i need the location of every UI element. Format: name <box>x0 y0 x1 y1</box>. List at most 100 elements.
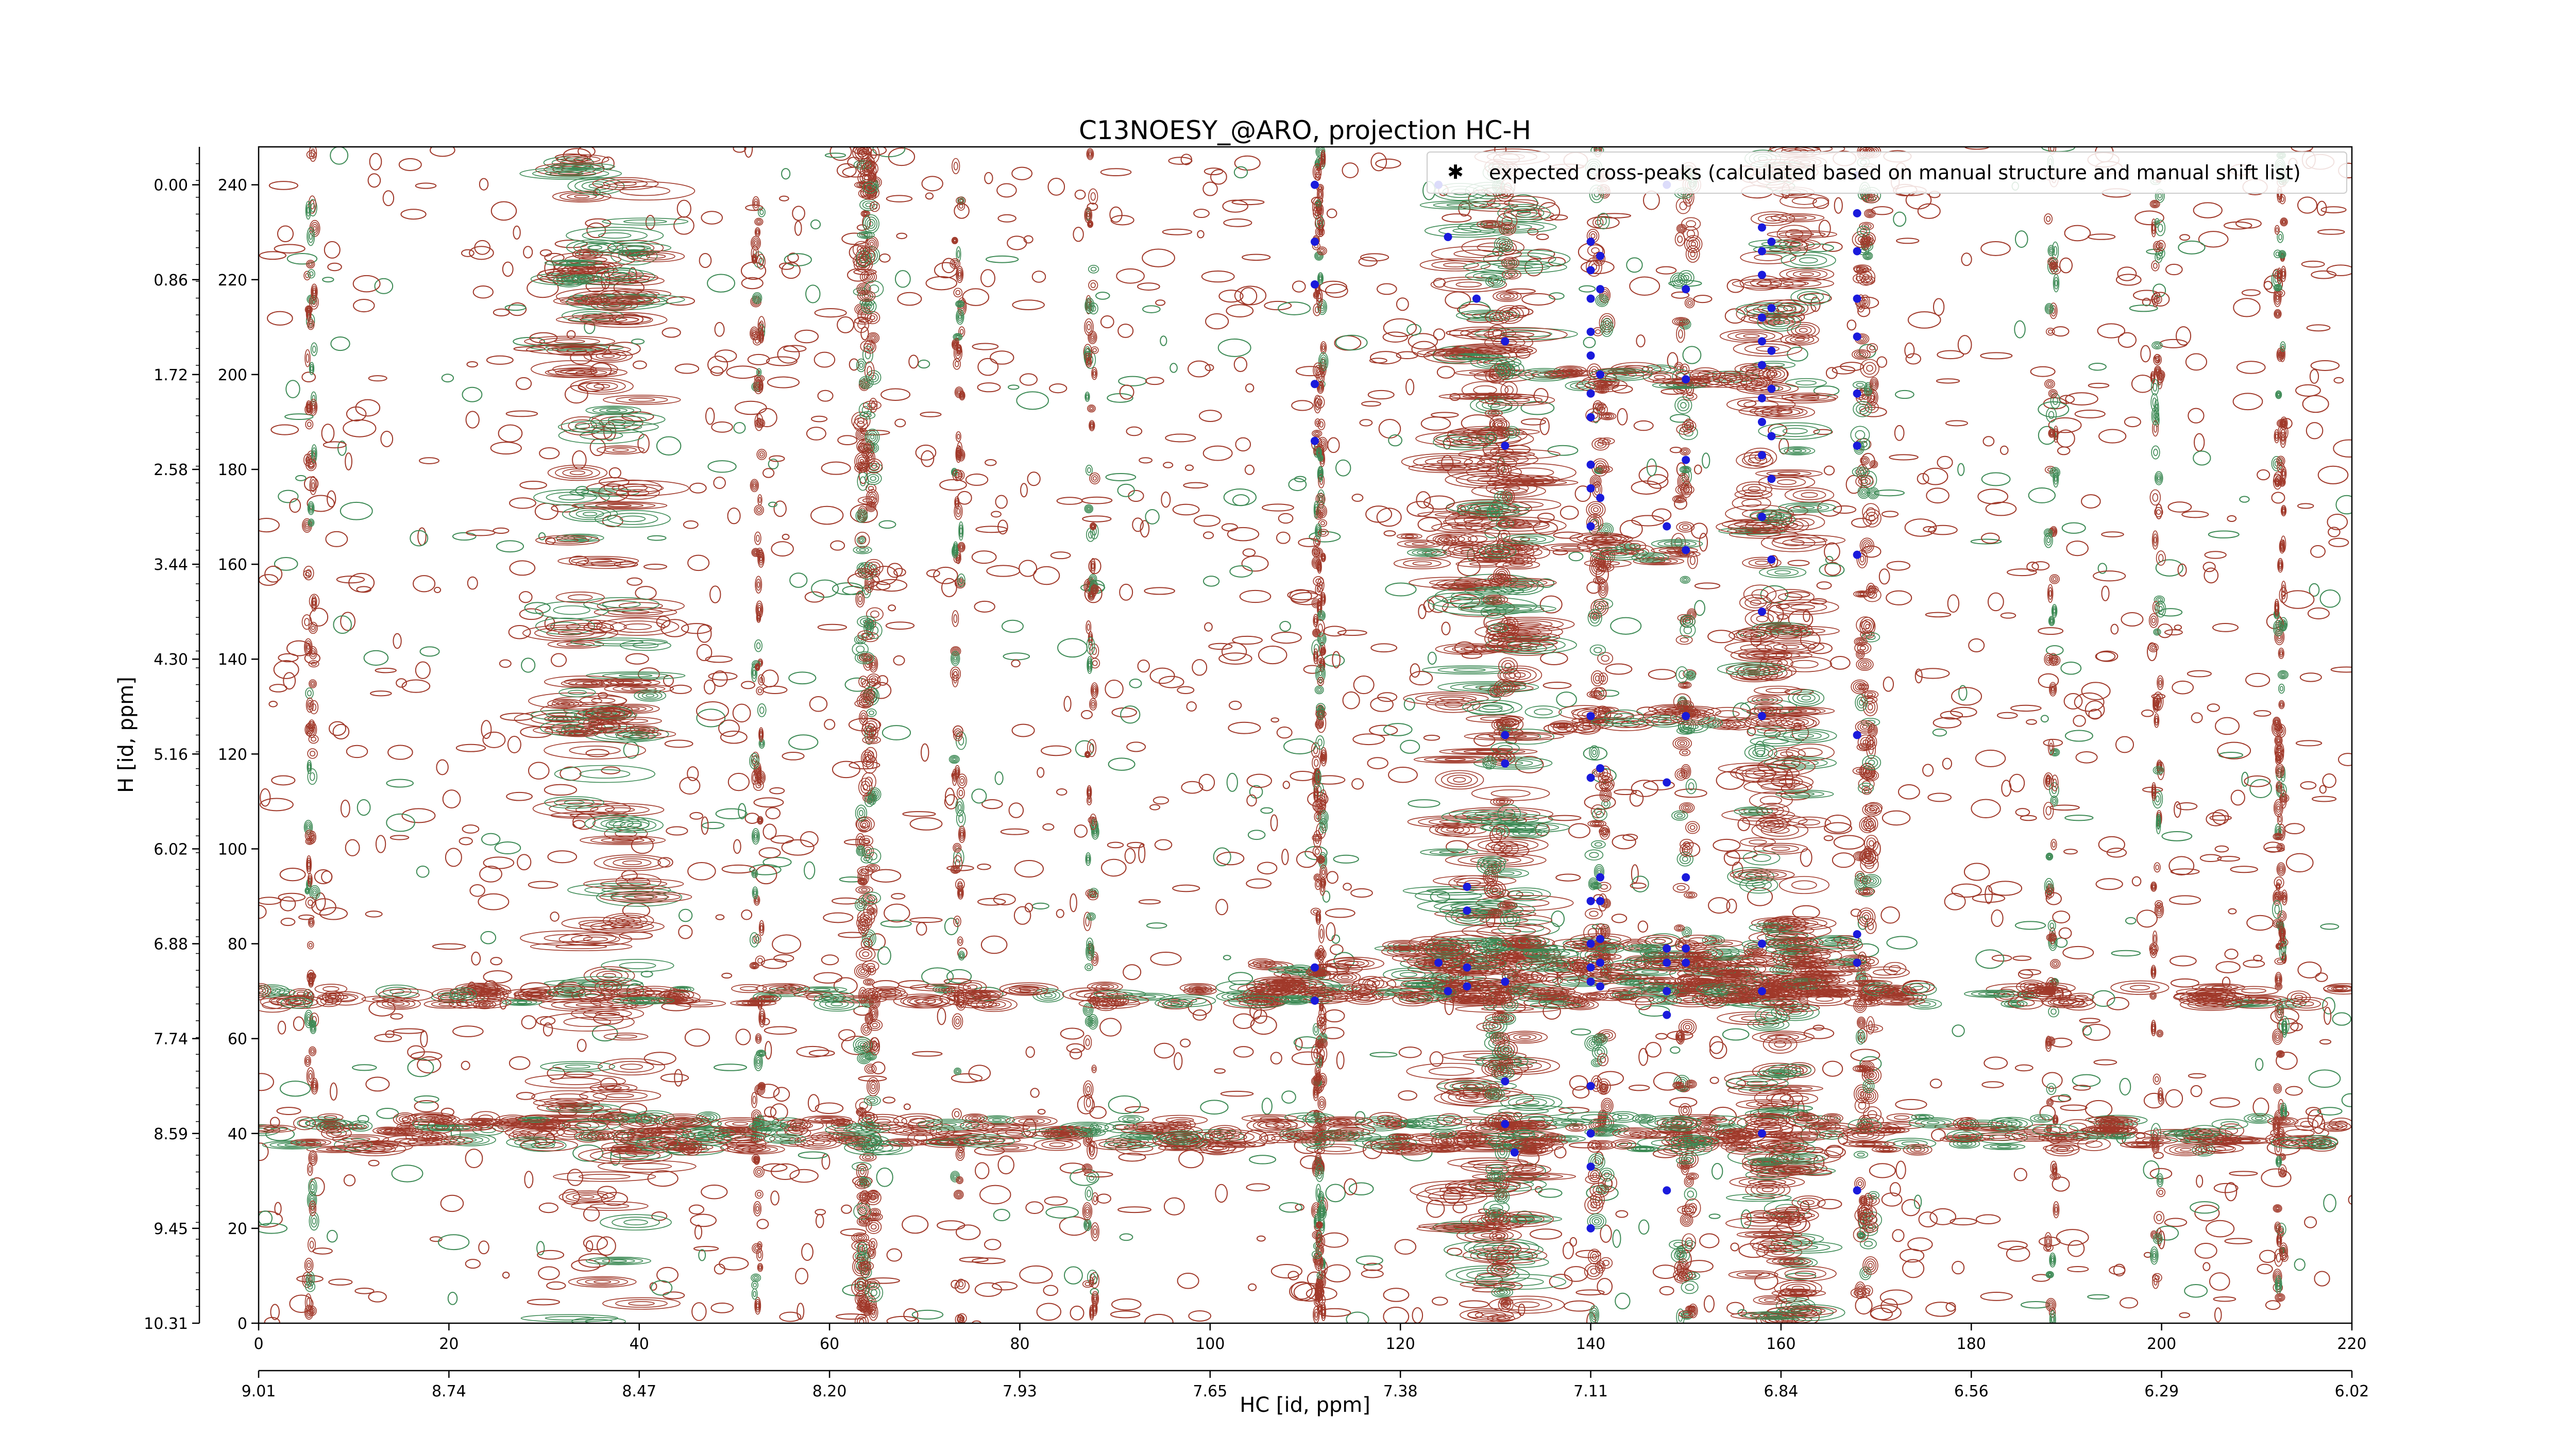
noise-contour <box>2224 949 2239 960</box>
noise-contour <box>779 1311 802 1322</box>
noise-contour <box>1638 465 1669 485</box>
noise-contour <box>974 600 995 613</box>
noise-contour <box>1655 1033 1668 1040</box>
noise-contour <box>788 734 819 750</box>
noise-contour <box>1110 1310 1141 1319</box>
noise-contour <box>1177 1273 1199 1289</box>
noise-contour <box>465 1259 481 1269</box>
noise-contour <box>1138 899 1161 905</box>
noise-contour <box>815 1102 844 1115</box>
noise-contour <box>1088 558 1101 575</box>
noise-contour <box>1655 266 1677 275</box>
noise-contour <box>1914 668 1923 684</box>
noise-contour <box>720 730 748 744</box>
noise-contour <box>467 576 478 590</box>
noise-contour <box>696 644 713 662</box>
noise-contour <box>1256 1235 1266 1242</box>
noise-contour <box>632 360 647 369</box>
noise-contour <box>1011 660 1021 668</box>
noise-contour <box>279 1081 311 1097</box>
noise-contour <box>1925 1302 1956 1317</box>
noise-contour <box>2322 773 2336 788</box>
noise-contour <box>2074 692 2105 712</box>
noise-contour <box>1716 771 1745 790</box>
noise-contour <box>1555 873 1581 882</box>
noise-contour <box>1186 701 1197 712</box>
noise-contour <box>2198 231 2229 248</box>
noise-contour <box>705 407 715 425</box>
noise-contour <box>1570 1028 1591 1036</box>
noise-contour <box>278 490 299 503</box>
noise-contour <box>1693 464 1702 475</box>
noise-contour <box>824 719 836 730</box>
noise-contour <box>270 424 299 435</box>
noise-contour <box>689 482 707 494</box>
noise-contour <box>1249 1155 1277 1165</box>
noise-contour <box>1778 437 1789 454</box>
noise-contour <box>436 759 449 775</box>
noise-contour <box>1011 166 1033 180</box>
noise-contour <box>977 864 991 870</box>
noise-contour <box>527 1298 561 1306</box>
noise-contour <box>2255 1058 2264 1071</box>
noise-contour <box>849 358 859 371</box>
noise-contour <box>1711 1163 1723 1180</box>
noise-contour <box>393 633 402 649</box>
noise-contour <box>2263 281 2273 290</box>
noise-contour <box>1247 830 1266 840</box>
noise-contour <box>2001 780 2012 797</box>
noise-contour <box>278 892 306 902</box>
noise-contour <box>1932 728 1947 737</box>
noise-contour <box>289 1294 314 1313</box>
noise-contour <box>1360 253 1389 262</box>
noise-contour <box>465 1149 483 1169</box>
noise-contour <box>1823 835 1834 841</box>
noise-contour <box>732 703 751 722</box>
noise-contour <box>1991 909 2004 927</box>
noise-contour <box>277 225 294 243</box>
noise-contour <box>1880 906 1900 924</box>
noise-contour <box>1568 823 1591 838</box>
noise-contour <box>707 460 737 473</box>
noise-contour <box>1376 283 1397 295</box>
noise-contour <box>837 435 858 445</box>
noise-contour <box>666 826 688 836</box>
noise-contour <box>741 909 753 920</box>
noise-contour <box>962 288 990 306</box>
noise-contour <box>2314 1271 2330 1287</box>
noise-contour <box>1342 162 1359 178</box>
noise-contour <box>1893 211 1907 227</box>
noise-contour <box>850 504 878 524</box>
noise-contour <box>744 147 753 158</box>
noise-contour <box>1044 1196 1068 1206</box>
noise-contour <box>442 789 461 808</box>
noise-contour <box>546 1281 566 1290</box>
noise-contour <box>721 972 733 979</box>
noise-contour <box>1270 814 1278 832</box>
noise-contour <box>689 812 703 820</box>
noise-contour <box>401 679 431 693</box>
noise-contour <box>767 376 800 389</box>
noise-contour <box>1408 333 1438 350</box>
noise-contour <box>1784 688 1814 695</box>
noise-contour <box>801 1243 814 1261</box>
noise-contour <box>2271 492 2285 504</box>
noise-contour <box>997 214 1016 223</box>
noise-contour <box>726 365 760 379</box>
noise-contour <box>309 608 329 627</box>
noise-contour <box>747 353 770 365</box>
noise-contour <box>376 1108 399 1119</box>
contour-layer <box>259 147 2352 1323</box>
noise-contour <box>1214 1068 1226 1074</box>
noise-contour <box>789 1169 819 1183</box>
noise-contour <box>1520 418 1546 426</box>
noise-contour <box>1709 1076 1719 1084</box>
noise-contour <box>858 1075 887 1082</box>
noise-contour <box>1234 285 1267 306</box>
noise-contour <box>2257 1263 2273 1274</box>
noise-contour <box>1095 292 1110 300</box>
noise-contour <box>902 811 936 817</box>
noise-contour <box>994 771 1004 785</box>
noise-contour <box>1670 1046 1681 1054</box>
noise-contour <box>2164 629 2183 636</box>
